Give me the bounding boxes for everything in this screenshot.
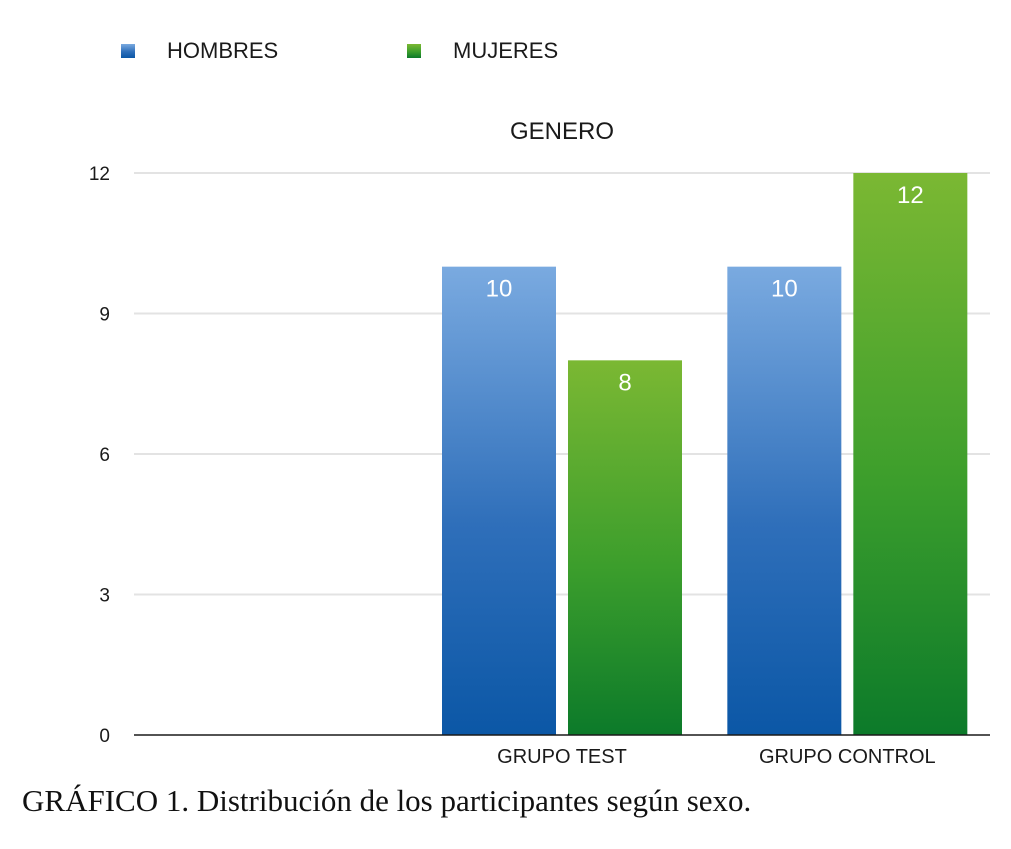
bars: 10 8 10 12	[442, 173, 968, 735]
x-axis: GRUPO TEST GRUPO CONTROL	[497, 746, 936, 768]
chart-title: GENERO	[510, 118, 614, 145]
legend-swatch	[121, 44, 135, 58]
bar-data-label: 8	[618, 369, 631, 396]
y-tick-label: 6	[99, 445, 110, 466]
bar	[727, 266, 842, 735]
bar-data-label: 12	[897, 182, 924, 209]
chart-legend: HOMBRES MUJERES	[121, 38, 558, 63]
y-tick-label: 0	[99, 726, 110, 747]
bar-data-label: 10	[771, 276, 798, 303]
chart-gridlines	[134, 172, 990, 596]
y-tick-label: 9	[99, 305, 110, 326]
bar	[442, 266, 556, 735]
bar-data-label: 10	[486, 276, 513, 303]
y-tick-label: 12	[89, 164, 110, 185]
x-tick-label: GRUPO TEST	[497, 746, 627, 768]
legend-label: MUJERES	[453, 38, 558, 63]
legend-label: HOMBRES	[167, 38, 278, 63]
bar	[568, 360, 682, 735]
legend-swatch	[407, 44, 421, 58]
y-axis: 0 3 6 9 12	[89, 164, 110, 747]
figure-caption: GRÁFICO 1. Distribución de los participa…	[22, 783, 752, 818]
y-tick-label: 3	[99, 586, 110, 607]
bar	[853, 173, 968, 735]
x-tick-label: GRUPO CONTROL	[759, 746, 936, 768]
